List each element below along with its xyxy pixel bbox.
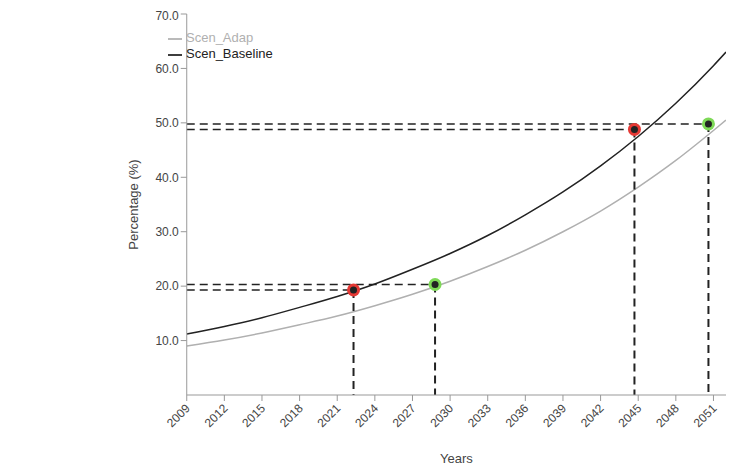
svg-text:2012: 2012 — [202, 401, 231, 430]
svg-text:2048: 2048 — [653, 401, 682, 430]
svg-text:30.0: 30.0 — [155, 225, 179, 239]
svg-text:2033: 2033 — [465, 401, 494, 430]
svg-text:Years: Years — [440, 451, 473, 463]
svg-text:2024: 2024 — [352, 401, 381, 430]
svg-text:40.0: 40.0 — [155, 171, 179, 185]
svg-text:20.0: 20.0 — [155, 279, 179, 293]
svg-text:2045: 2045 — [616, 401, 645, 430]
svg-text:2051: 2051 — [691, 401, 720, 430]
svg-text:50.0: 50.0 — [155, 116, 179, 130]
svg-text:2015: 2015 — [239, 401, 268, 430]
svg-text:2042: 2042 — [578, 401, 607, 430]
svg-text:2030: 2030 — [427, 401, 456, 430]
svg-text:2027: 2027 — [390, 401, 419, 430]
svg-text:70.0: 70.0 — [155, 9, 179, 23]
svg-text:Percentage (%): Percentage (%) — [126, 159, 141, 249]
html-text:Scen_Baseline: Scen_Baseline — [186, 46, 273, 61]
svg-text:10.0: 10.0 — [155, 334, 179, 348]
svg-text:2036: 2036 — [503, 401, 532, 430]
svg-text:2009: 2009 — [164, 401, 193, 430]
svg-text:2021: 2021 — [315, 401, 344, 430]
svg-text:2039: 2039 — [540, 401, 569, 430]
html-text:Scen_Adap: Scen_Adap — [186, 30, 254, 45]
svg-text:2018: 2018 — [277, 401, 306, 430]
svg-text:60.0: 60.0 — [155, 62, 179, 76]
